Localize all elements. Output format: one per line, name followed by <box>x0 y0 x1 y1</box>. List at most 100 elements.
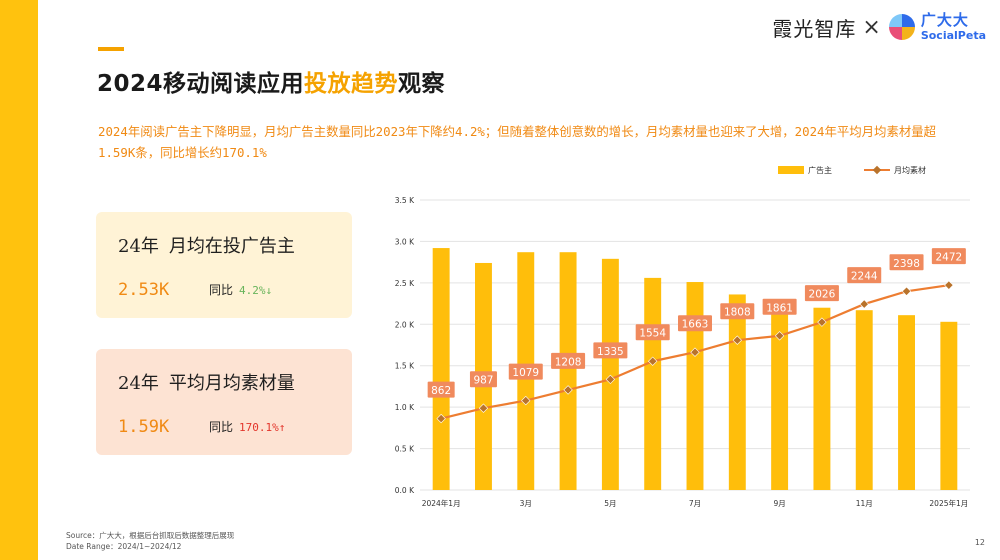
y-tick-label: 1.0 K <box>395 403 415 412</box>
data-label: 2472 <box>935 252 962 264</box>
data-label-bg <box>889 254 924 271</box>
y-tick-label: 2.0 K <box>395 320 415 329</box>
partner-name-en: SocialPeta <box>920 29 986 42</box>
x-tick-label: 2024年1月 <box>422 498 461 508</box>
data-label: 987 <box>473 375 493 387</box>
data-label: 2398 <box>893 258 920 270</box>
bar <box>940 321 958 490</box>
stat-card-materials: 24年 平均月均素材量 1.59K 同比 170.1%↑ <box>96 349 352 455</box>
y-tick-label: 1.5 K <box>395 362 415 371</box>
data-label: 1208 <box>555 356 582 368</box>
left-accent-bar <box>0 0 38 560</box>
data-label: 1861 <box>766 302 793 314</box>
bar <box>728 294 746 490</box>
y-tick-label: 0.0 K <box>395 486 415 495</box>
bar <box>559 252 577 490</box>
data-label-bg <box>804 285 839 302</box>
line-marker <box>478 403 489 413</box>
footer-date-range: Date Range：2024/1~2024/12 <box>66 542 182 551</box>
legend-label-bar: 广告主 <box>808 165 832 175</box>
page-title: 2024移动阅读应用投放趋势观察 <box>97 64 445 98</box>
title-prefix: 2024移动阅读应用 <box>97 71 305 97</box>
card-yoy: 同比 4.2%↓ <box>209 281 272 298</box>
x-tick-label: 7月 <box>689 499 701 508</box>
line-marker <box>817 317 827 327</box>
line-marker <box>605 374 616 385</box>
data-label-bg <box>551 352 586 369</box>
line-marker <box>690 347 700 357</box>
yoy-value-up: 170.1%↑ <box>239 421 286 434</box>
y-tick-label: 3.0 K <box>395 237 415 246</box>
line-marker <box>563 385 573 395</box>
yoy-label: 同比 <box>209 420 234 434</box>
y-tick-label: 2.5 K <box>395 279 415 288</box>
line-marker <box>648 356 658 366</box>
bar <box>855 310 873 490</box>
page-number: 12 <box>974 538 985 547</box>
data-label: 1335 <box>597 346 624 358</box>
socialpeta-logo-icon <box>888 14 915 40</box>
data-label-bg <box>508 363 543 380</box>
data-label-bg <box>427 381 455 398</box>
data-label-bg <box>720 303 755 320</box>
card-value: 1.59K <box>118 417 170 437</box>
stat-card-advertisers: 24年 月均在投广告主 2.53K 同比 4.2%↓ <box>96 212 352 318</box>
title-highlight: 投放趋势 <box>304 71 399 97</box>
yoy-value-down: 4.2%↓ <box>239 284 273 297</box>
bar <box>686 282 704 490</box>
data-label-bg <box>593 342 628 359</box>
partner-name-cn: 广大大 <box>920 11 969 29</box>
line-marker <box>944 280 954 290</box>
bar <box>898 315 915 490</box>
bar <box>644 277 662 490</box>
data-label-bg <box>931 248 966 265</box>
bar <box>432 248 450 490</box>
data-label: 1808 <box>724 307 751 319</box>
title-suffix: 观察 <box>398 71 446 97</box>
data-label-bg <box>847 267 882 284</box>
x-tick-label: 5月 <box>604 499 616 508</box>
line-marker <box>732 335 742 345</box>
card-title: 24年 月均在投广告主 <box>118 232 295 258</box>
legend-label-line: 月均素材 <box>894 165 926 175</box>
y-tick-label: 3.5 K <box>395 196 415 205</box>
line-marker <box>521 395 531 406</box>
line-marker <box>774 331 785 341</box>
card-yoy: 同比 170.1%↑ <box>209 418 285 435</box>
data-label: 1554 <box>639 328 666 340</box>
card-title-year: 24年 <box>118 236 159 257</box>
trend-chart: 0.0 K 0.5 K 1.0 K 1.5 K 2.0 K 2.5 K 3.0 K 3.5 K… <box>380 155 980 525</box>
data-label-bg <box>762 298 797 315</box>
legend-swatch-bar <box>778 166 804 174</box>
x-tick-label: 2025年1月 <box>929 498 968 508</box>
line-marker <box>901 286 912 296</box>
x-tick-label: 11月 <box>856 499 873 508</box>
footer: Source：广大大，根据后台抓取后数据整理后展现 Date Range：202… <box>66 530 234 552</box>
data-label-bg <box>678 315 712 332</box>
line-marker <box>859 299 869 309</box>
card-value: 2.53K <box>118 280 170 300</box>
brand-separator: × <box>862 14 881 40</box>
y-tick-label: 0.5 K <box>395 445 415 454</box>
card-title-label: 月均在投广告主 <box>168 236 295 257</box>
bar <box>601 258 619 490</box>
bar <box>813 307 831 490</box>
partner-brand: 广大大 SocialPeta <box>920 11 986 42</box>
data-label: 1079 <box>512 367 539 379</box>
title-accent-dash <box>98 47 124 51</box>
footer-source: Source：广大大，根据后台抓取后数据整理后展现 <box>66 531 235 540</box>
trend-chart-svg: 0.0 K 0.5 K 1.0 K 1.5 K 2.0 K 2.5 K 3.0 K 3.5 K… <box>395 165 970 508</box>
bar <box>771 299 789 490</box>
brand-header: 霞光智库 × 广大大 SocialPeta <box>772 12 986 42</box>
card-title-year: 24年 <box>118 373 159 394</box>
card-title-label: 平均月均素材量 <box>168 373 295 394</box>
legend-marker-line <box>872 165 882 175</box>
data-label: 1663 <box>682 319 709 331</box>
brand-name: 霞光智库 <box>772 16 857 41</box>
yoy-label: 同比 <box>209 283 234 297</box>
data-label: 862 <box>431 385 451 397</box>
card-title: 24年 平均月均素材量 <box>118 369 295 395</box>
x-tick-label: 3月 <box>520 499 532 508</box>
data-label-bg <box>635 324 670 341</box>
data-label-bg <box>469 371 497 388</box>
